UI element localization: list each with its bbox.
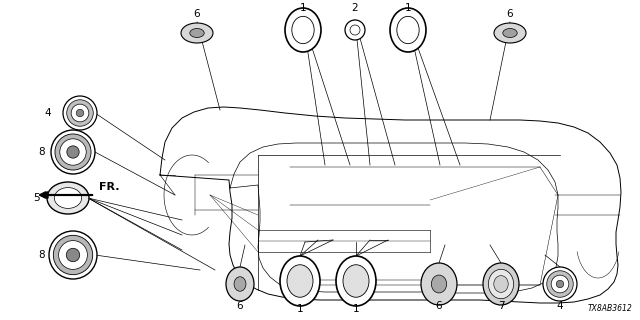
Text: FR.: FR. <box>99 182 120 192</box>
Circle shape <box>76 109 84 117</box>
Circle shape <box>350 25 360 35</box>
Ellipse shape <box>421 263 457 305</box>
Circle shape <box>345 20 365 40</box>
Text: 7: 7 <box>498 301 504 311</box>
Ellipse shape <box>483 263 519 305</box>
Text: 8: 8 <box>38 147 45 157</box>
Text: 6: 6 <box>194 9 200 19</box>
Circle shape <box>55 134 91 170</box>
Ellipse shape <box>47 182 89 214</box>
Circle shape <box>59 241 88 269</box>
Ellipse shape <box>234 277 246 291</box>
Ellipse shape <box>343 265 369 297</box>
Circle shape <box>63 96 97 130</box>
Ellipse shape <box>390 8 426 52</box>
Text: 4: 4 <box>45 108 51 118</box>
Ellipse shape <box>285 8 321 52</box>
Ellipse shape <box>181 23 213 43</box>
Circle shape <box>67 248 80 262</box>
Text: 4: 4 <box>557 301 563 311</box>
Circle shape <box>67 100 93 126</box>
Ellipse shape <box>494 23 526 43</box>
Text: 5: 5 <box>33 193 39 203</box>
Circle shape <box>60 139 86 165</box>
Circle shape <box>543 267 577 301</box>
Text: 1: 1 <box>297 304 303 314</box>
Ellipse shape <box>226 267 254 301</box>
Ellipse shape <box>431 275 447 293</box>
Ellipse shape <box>54 188 82 208</box>
Text: 2: 2 <box>352 3 358 13</box>
Ellipse shape <box>287 265 313 297</box>
Ellipse shape <box>494 276 508 292</box>
Text: 6: 6 <box>436 301 442 311</box>
Text: 6: 6 <box>507 9 513 19</box>
Circle shape <box>551 275 569 293</box>
Ellipse shape <box>488 269 514 299</box>
Circle shape <box>51 130 95 174</box>
Text: 1: 1 <box>404 3 412 13</box>
Ellipse shape <box>280 256 320 306</box>
Circle shape <box>71 104 89 122</box>
Ellipse shape <box>292 16 314 44</box>
Text: 1: 1 <box>300 3 307 13</box>
Ellipse shape <box>397 16 419 44</box>
Circle shape <box>547 271 573 297</box>
Circle shape <box>67 146 79 158</box>
Circle shape <box>49 231 97 279</box>
Ellipse shape <box>190 28 204 37</box>
Circle shape <box>53 235 93 275</box>
Text: 1: 1 <box>353 304 359 314</box>
Ellipse shape <box>336 256 376 306</box>
Text: 8: 8 <box>38 250 45 260</box>
Ellipse shape <box>503 28 517 37</box>
Text: 6: 6 <box>237 301 243 311</box>
Circle shape <box>556 280 564 288</box>
Text: TX8AB3612: TX8AB3612 <box>588 304 632 313</box>
